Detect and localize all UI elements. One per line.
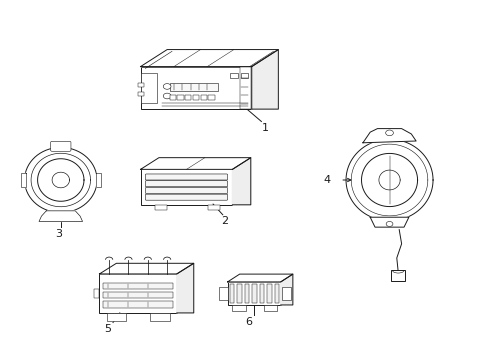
Polygon shape xyxy=(232,158,250,205)
Polygon shape xyxy=(227,274,292,282)
Bar xyxy=(94,289,99,298)
Polygon shape xyxy=(52,172,69,188)
Polygon shape xyxy=(251,50,278,109)
Bar xyxy=(239,67,250,109)
Bar xyxy=(274,284,279,303)
Polygon shape xyxy=(39,211,82,221)
Bar xyxy=(150,313,169,321)
Polygon shape xyxy=(177,263,193,313)
Circle shape xyxy=(163,84,171,89)
Circle shape xyxy=(386,221,392,226)
Bar xyxy=(103,301,173,307)
Bar xyxy=(99,274,177,313)
Bar xyxy=(169,83,218,91)
Bar xyxy=(103,292,173,298)
Text: 6: 6 xyxy=(244,317,251,327)
Polygon shape xyxy=(140,50,278,67)
Polygon shape xyxy=(378,170,399,190)
Polygon shape xyxy=(362,129,415,143)
Bar xyxy=(155,205,167,210)
Bar xyxy=(169,95,176,100)
Bar xyxy=(282,287,290,300)
Polygon shape xyxy=(99,263,193,274)
Bar xyxy=(208,205,220,210)
Text: 4: 4 xyxy=(323,175,330,185)
Bar xyxy=(138,83,143,87)
Circle shape xyxy=(163,93,171,99)
Bar xyxy=(103,283,173,289)
Polygon shape xyxy=(280,274,292,305)
Bar xyxy=(229,284,234,303)
Bar xyxy=(140,73,157,103)
Bar xyxy=(200,95,206,100)
Bar xyxy=(106,313,126,321)
FancyBboxPatch shape xyxy=(145,181,227,187)
Polygon shape xyxy=(361,153,417,207)
Text: 3: 3 xyxy=(55,229,62,239)
Polygon shape xyxy=(38,159,84,201)
Polygon shape xyxy=(20,173,26,187)
Bar xyxy=(252,284,256,303)
FancyBboxPatch shape xyxy=(145,188,227,193)
Text: 5: 5 xyxy=(104,324,111,334)
Bar xyxy=(244,284,249,303)
Bar xyxy=(177,95,183,100)
Bar xyxy=(229,73,237,78)
Bar xyxy=(140,67,251,109)
Bar xyxy=(266,284,271,303)
Bar xyxy=(259,284,264,303)
Bar xyxy=(184,95,191,100)
Bar xyxy=(232,305,245,311)
Bar xyxy=(237,284,242,303)
Bar xyxy=(192,95,199,100)
Polygon shape xyxy=(346,139,432,221)
FancyBboxPatch shape xyxy=(51,141,71,151)
Polygon shape xyxy=(95,173,101,187)
Bar xyxy=(219,287,227,300)
Bar xyxy=(391,270,404,281)
Polygon shape xyxy=(369,217,408,227)
Bar xyxy=(264,305,277,311)
Polygon shape xyxy=(140,158,250,169)
FancyBboxPatch shape xyxy=(145,174,227,180)
Polygon shape xyxy=(24,147,97,213)
Text: 1: 1 xyxy=(261,123,268,133)
Bar xyxy=(240,73,248,78)
Text: 2: 2 xyxy=(221,216,228,226)
Bar xyxy=(138,92,143,96)
FancyBboxPatch shape xyxy=(145,194,227,200)
Bar xyxy=(140,169,232,205)
Bar xyxy=(208,95,214,100)
Circle shape xyxy=(385,130,393,136)
Bar xyxy=(227,282,280,305)
